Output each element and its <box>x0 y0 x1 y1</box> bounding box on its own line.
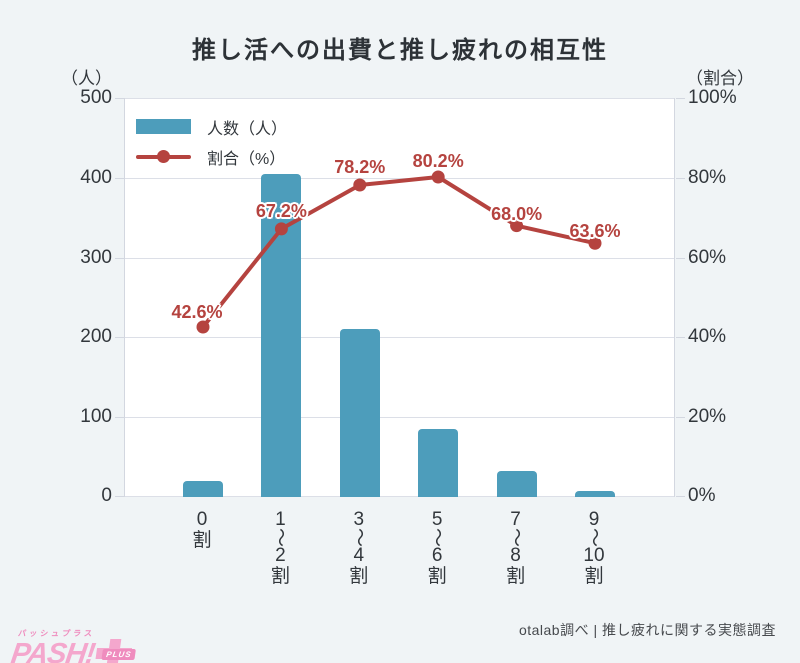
right-axis-tick-label: 60% <box>688 247 727 268</box>
gridline <box>125 417 674 418</box>
left-axis-tick-label: 400 <box>80 167 112 188</box>
plus-icon: PLUS <box>94 639 137 663</box>
gridline <box>125 98 674 99</box>
x-axis-label: 3 〜 4 割 <box>348 509 370 587</box>
pash-plus-logo: パッシュプラス PASH! PLUS <box>8 628 137 663</box>
bar-swatch-icon <box>136 119 191 134</box>
line-point <box>510 219 524 233</box>
line-point <box>353 178 367 192</box>
left-tick-mark <box>115 178 124 179</box>
right-tick-mark <box>676 337 685 338</box>
line-point <box>431 170 445 184</box>
x-axis-label: 5 〜 6 割 <box>426 509 448 587</box>
x-label-char: 3 <box>353 509 365 530</box>
line-point-label: 80.2% <box>412 151 464 171</box>
line-point-label: 63.6% <box>569 221 621 242</box>
left-axis-tick-label: 300 <box>80 247 112 268</box>
left-axis-unit: （人） <box>61 69 112 88</box>
x-label-char: 7 <box>510 509 521 530</box>
line-point-label: 42.6% <box>171 302 223 323</box>
x-label-char: 5 <box>431 509 443 530</box>
line-point-label: 67.2% <box>255 200 307 221</box>
wave-dash: 〜 <box>505 527 527 548</box>
gridline <box>125 258 674 259</box>
x-label-char: 0 <box>196 509 208 530</box>
wave-dash: 〜 <box>583 527 605 548</box>
x-label-char: 8 <box>510 545 521 566</box>
left-tick-mark <box>115 98 124 99</box>
x-label-char: 割 <box>584 566 604 587</box>
x-label-char: 割 <box>506 566 526 587</box>
gridline <box>125 178 674 179</box>
logo-text: PASH! <box>8 638 97 663</box>
line-swatch-icon <box>136 150 191 163</box>
line-point-label: 68.0% <box>491 203 543 224</box>
bar <box>496 470 537 497</box>
left-tick-mark <box>115 337 124 338</box>
right-axis-tick-label: 80% <box>688 167 727 188</box>
right-tick-mark <box>676 178 685 179</box>
line-point <box>274 222 288 236</box>
x-label-char: 割 <box>427 566 447 587</box>
bar <box>183 481 223 497</box>
left-axis-tick-label: 0 <box>101 485 112 506</box>
wave-dash: 〜 <box>269 527 291 548</box>
left-axis-tick-label: 500 <box>80 87 112 108</box>
x-label-char: 9 <box>588 509 600 530</box>
right-axis-tick-label: 20% <box>688 406 727 427</box>
line-series <box>196 170 602 334</box>
left-axis-tick-label: 200 <box>80 326 112 347</box>
right-tick-mark <box>676 258 685 259</box>
x-label-char: 1 <box>275 509 286 530</box>
wave-dash: 〜 <box>348 527 370 548</box>
x-axis-label: 1 〜 2 割 <box>269 509 291 587</box>
gridline <box>125 496 674 497</box>
line-path <box>201 175 596 329</box>
logo-row: PASH! PLUS <box>8 638 137 663</box>
left-tick-mark <box>115 417 124 418</box>
legend-bar-label: 人数（人） <box>207 120 288 138</box>
x-axis-label: 9 〜 10 割 <box>583 509 604 587</box>
legend: 人数（人） 割合（%） <box>136 119 287 179</box>
right-tick-mark <box>676 496 685 497</box>
legend-line-label: 割合（%） <box>207 150 286 168</box>
x-label-char: 10 <box>583 545 605 566</box>
right-tick-mark <box>676 417 685 418</box>
wave-dash: 〜 <box>426 527 448 548</box>
bar <box>575 491 615 497</box>
line-point <box>588 236 602 250</box>
legend-item-line: 割合（%） <box>136 149 287 168</box>
x-label-char: 割 <box>270 566 290 587</box>
right-axis-tick-label: 40% <box>688 326 727 347</box>
x-axis-label: 7 〜 8 割 <box>505 509 527 587</box>
line-point <box>196 320 210 334</box>
logo-plus-badge: PLUS <box>101 649 137 660</box>
line-dot-icon <box>157 150 170 163</box>
right-axis-tick-label: 100% <box>688 87 737 108</box>
right-tick-mark <box>676 98 685 99</box>
plot-area: 42.6% 67.2% 78.2% 80.2% 68.0% 63.6% 人数（人） 割合（… <box>124 98 675 497</box>
left-tick-mark <box>115 258 124 259</box>
left-tick-mark <box>115 496 124 497</box>
chart-title: 推し活への出費と推し疲れの相互性 <box>192 37 608 64</box>
right-axis-tick-label: 0% <box>688 485 716 506</box>
x-label-char: 割 <box>349 566 369 587</box>
x-label-char: 割 <box>192 530 212 551</box>
left-axis-tick-label: 100 <box>80 406 112 427</box>
x-label-char: 4 <box>353 545 365 566</box>
x-label-char: 2 <box>275 545 286 566</box>
gridline <box>125 337 674 338</box>
right-axis-unit: （割合） <box>686 69 754 88</box>
legend-item-bar: 人数（人） <box>136 119 287 138</box>
bar <box>339 329 380 497</box>
x-label-char: 6 <box>431 545 443 566</box>
bar <box>418 429 459 497</box>
line-point-label: 78.2% <box>334 156 386 177</box>
source-credit: otalab調べ | 推し疲れに関する実態調査 <box>518 622 776 638</box>
